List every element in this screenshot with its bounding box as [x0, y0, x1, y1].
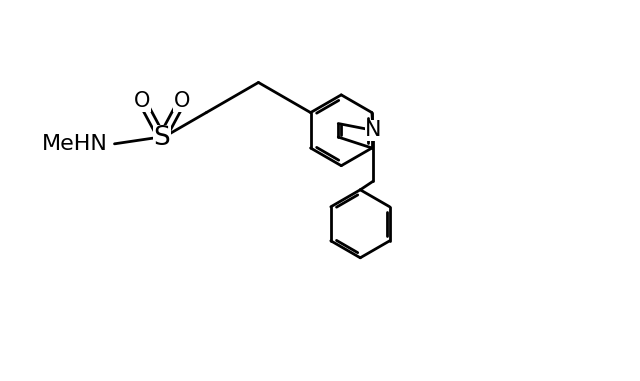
Text: S: S [154, 125, 170, 151]
Text: MeHN: MeHN [42, 134, 108, 154]
Text: O: O [173, 91, 190, 111]
Text: N: N [365, 120, 381, 140]
Text: O: O [134, 91, 150, 111]
